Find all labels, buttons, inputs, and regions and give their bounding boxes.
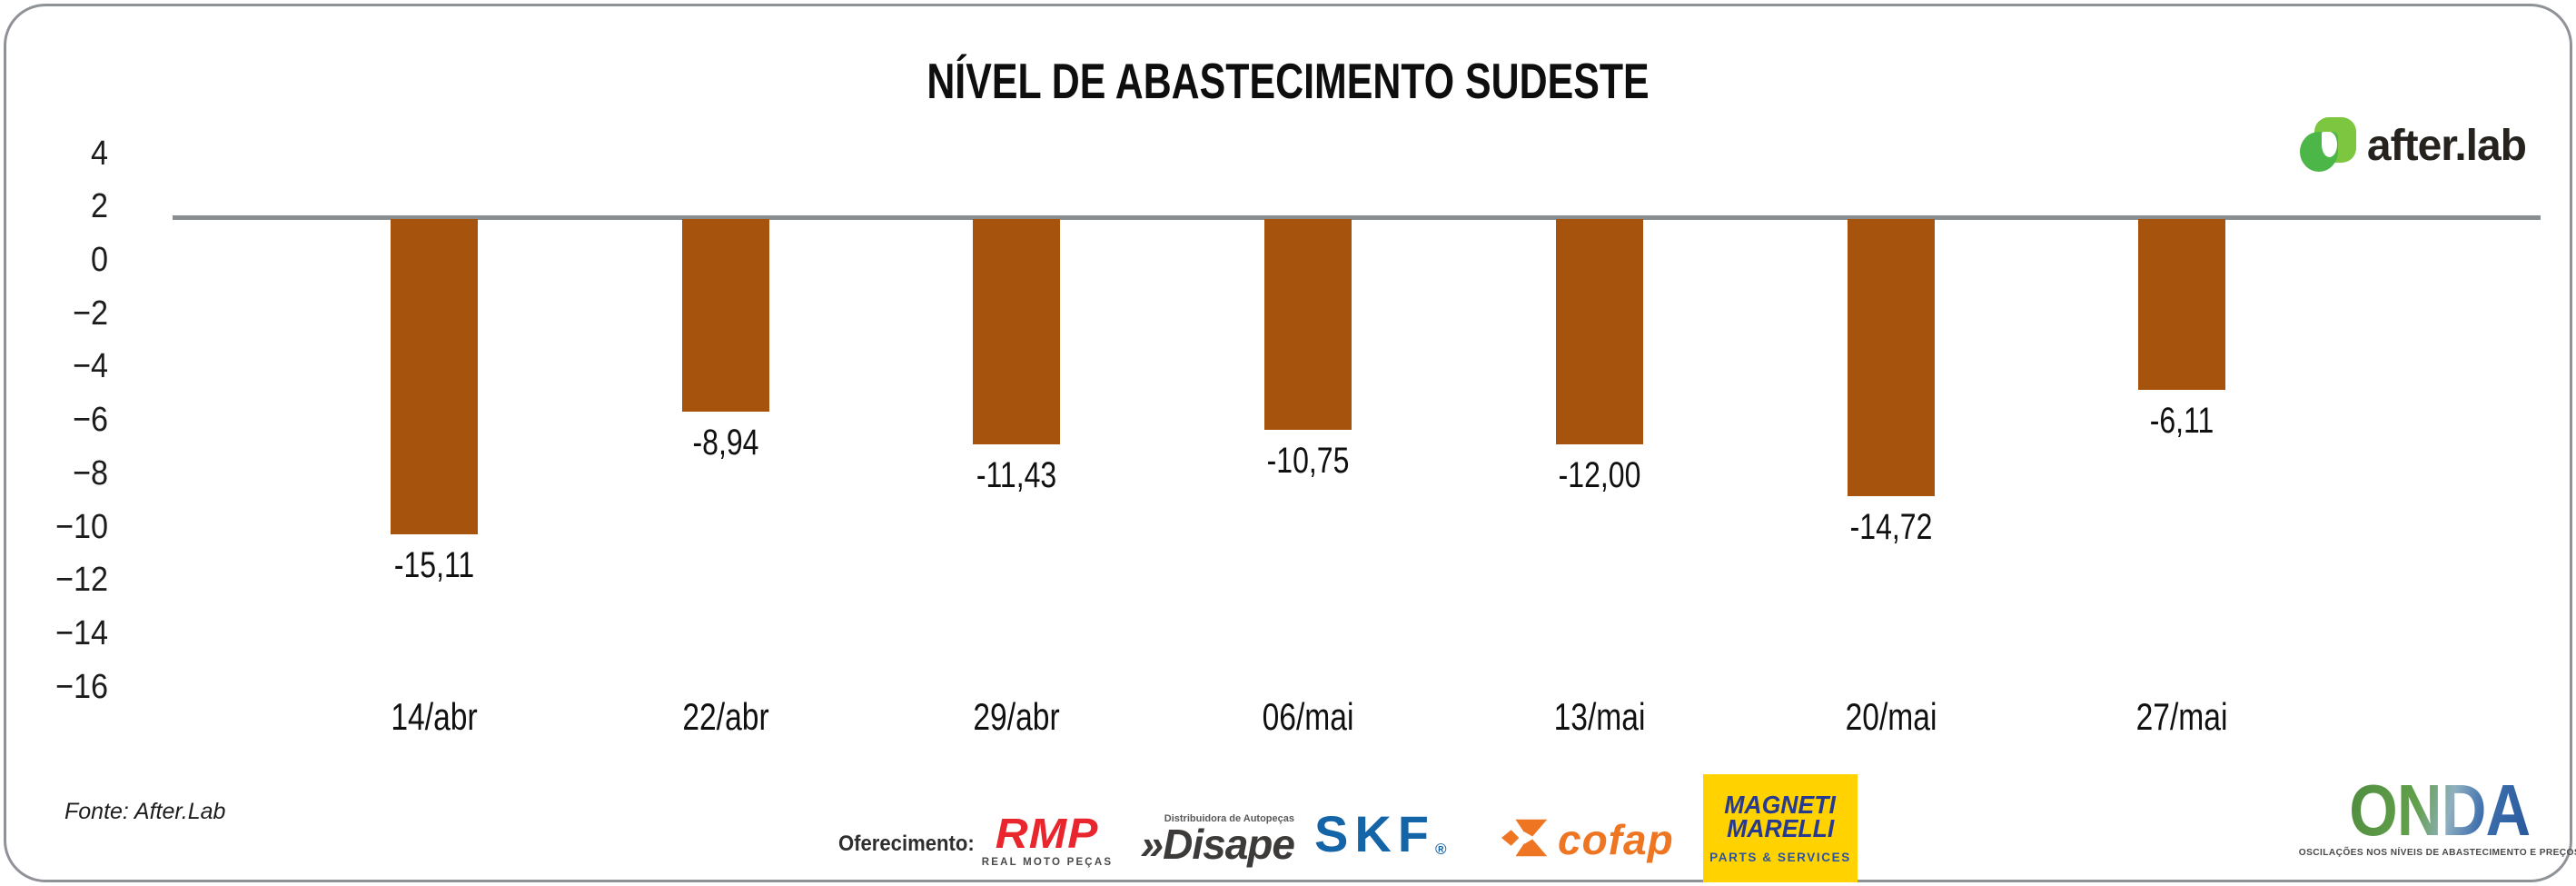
source-note: Fonte: After.Lab xyxy=(64,799,226,824)
bar-value-label: -8,94 xyxy=(692,423,759,463)
y-axis-tick-label: −2 xyxy=(73,294,108,333)
y-axis-tick-label: 0 xyxy=(90,241,108,279)
bar-value-label: -6,11 xyxy=(2149,401,2214,441)
bar xyxy=(681,219,769,412)
afterlab-wordmark: after.lab xyxy=(2366,121,2527,170)
leaf-shape-white xyxy=(2321,132,2337,157)
bar-value-label: -11,43 xyxy=(976,455,1057,495)
magneti-word-1: MAGNETI xyxy=(1724,790,1837,819)
cofap-arrow-icon xyxy=(1501,817,1554,863)
x-axis-category-label: 14/abr xyxy=(391,695,478,738)
disape-wordmark: »Disape xyxy=(1140,821,1295,868)
chart-card: NÍVEL DE ABASTECIMENTO SUDESTE after.lab… xyxy=(4,4,2576,882)
bar xyxy=(391,219,478,534)
y-axis-tick-label: −16 xyxy=(54,667,108,706)
skf-wordmark: SKF xyxy=(1314,805,1435,862)
disape-logo: Distribuidora de Autopeças »Disape xyxy=(1125,813,1295,868)
y-axis-tick-label: −12 xyxy=(54,561,108,600)
bar xyxy=(1847,219,1935,496)
bar xyxy=(1264,219,1352,430)
magneti-word-2: MARELLI xyxy=(1726,813,1835,842)
y-axis-tick-label: −10 xyxy=(54,507,108,546)
bar xyxy=(1555,219,1643,444)
rmp-wordmark: RMP xyxy=(996,810,1099,857)
bar-value-label: -15,11 xyxy=(393,545,475,585)
x-axis-category-label: 13/mai xyxy=(1553,695,1646,738)
bar xyxy=(2138,219,2226,390)
onda-tagline: OSCILAÇÕES NOS NÍVEIS DE ABASTECIMENTO E… xyxy=(2298,847,2576,858)
bar xyxy=(973,219,1061,444)
bar-value-label: -10,75 xyxy=(1266,441,1350,481)
afterlab-leaf-icon xyxy=(2299,117,2356,174)
y-axis-tick-label: −8 xyxy=(73,453,108,493)
y-axis-tick-label: 4 xyxy=(90,134,108,173)
x-axis-category-label: 29/abr xyxy=(973,695,1061,738)
disape-tagline: Distribuidora de Autopeças xyxy=(1164,813,1294,824)
magneti-parts-services: PARTS & SERVICES xyxy=(1709,850,1851,864)
axis-baseline xyxy=(173,215,2541,220)
skf-registered-icon: ® xyxy=(1435,841,1447,858)
sponsors-label: Oferecimento: xyxy=(838,831,975,856)
rmp-logo: RMP REAL MOTO PEÇAS xyxy=(982,810,1111,868)
y-axis-tick-label: −14 xyxy=(54,613,108,652)
cofap-logo: cofap xyxy=(1501,815,1674,864)
skf-logo: SKF ® xyxy=(1314,805,1447,862)
chart-title: NÍVEL DE ABASTECIMENTO SUDESTE xyxy=(926,53,1650,109)
onda-logo: ONDA OSCILAÇÕES NOS NÍVEIS DE ABASTECIME… xyxy=(2299,770,2576,859)
x-axis-category-label: 06/mai xyxy=(1262,695,1354,738)
y-axis-tick-label: −6 xyxy=(73,401,108,440)
rmp-tagline: REAL MOTO PEÇAS xyxy=(981,857,1114,868)
cofap-wordmark: cofap xyxy=(1558,816,1674,863)
x-axis-category-label: 20/mai xyxy=(1845,695,1937,738)
bar-value-label: -12,00 xyxy=(1558,455,1641,495)
y-axis-tick-label: −4 xyxy=(73,347,108,386)
x-axis-category-label: 27/mai xyxy=(2135,695,2228,738)
x-axis-category-label: 22/abr xyxy=(682,695,769,738)
afterlab-logo: after.lab xyxy=(2299,117,2527,174)
y-axis-tick-label: 2 xyxy=(90,187,108,226)
disape-chevrons-icon: » xyxy=(1140,821,1164,868)
magneti-marelli-logo: MAGNETI MARELLI PARTS & SERVICES xyxy=(1703,774,1858,882)
onda-wordmark: ONDA xyxy=(2349,770,2531,851)
bar-value-label: -14,72 xyxy=(1849,507,1932,547)
